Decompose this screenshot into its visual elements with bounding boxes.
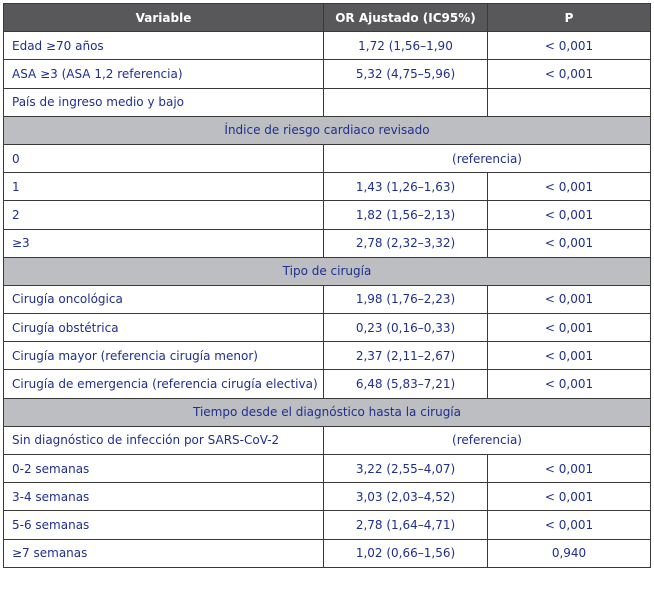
section-label: Tiempo desde el diagnóstico hasta la cir… [3,397,651,427]
variable-cell: Cirugía obstétrica [3,313,324,343]
table-row: Cirugía obstétrica 0,23 (0,16–0,33) < 0,00… [3,313,651,343]
variable-cell: ≥3 [3,228,324,258]
header-variable: Variable [3,2,324,33]
p-cell: < 0,001 [487,313,651,343]
p-cell: < 0,001 [487,510,651,540]
or-cell: 2,78 (2,32–3,32) [323,228,488,258]
table-row: ≥3 2,78 (2,32–3,32) < 0,001 [3,228,651,258]
variable-cell: Cirugía mayor (referencia cirugía menor) [3,341,324,371]
p-cell: < 0,001 [487,31,651,61]
header-p: P [487,2,651,33]
table-row: Sin diagnóstico de infección por SARS-Co… [3,425,651,456]
table-row: 0 (referencia) [3,143,651,174]
p-cell: < 0,001 [487,172,651,202]
variable-cell: Cirugía oncológica [3,284,324,315]
p-cell: < 0,001 [487,59,651,89]
or-cell: 3,22 (2,55–4,07) [323,453,488,484]
or-cell: 5,32 (4,75–5,96) [323,59,488,89]
or-cell: 1,98 (1,76–2,23) [323,284,488,315]
section-label: Tipo de cirugía [3,256,651,286]
variable-cell: 5-6 semanas [3,510,324,540]
section-label: Índice de riesgo cardiaco revisado [3,115,651,145]
p-cell: < 0,001 [487,200,651,230]
p-cell: < 0,001 [487,453,651,484]
or-cell: 3,03 (2,03–4,52) [323,482,488,512]
table-row: País de ingreso medio y bajo [3,87,651,117]
table-row: Cirugía mayor (referencia cirugía menor)… [3,341,651,371]
variable-cell: Cirugía de emergencia (referencia cirugí… [3,369,324,399]
p-cell: < 0,001 [487,284,651,315]
table-row: 5-6 semanas 2,78 (1,64–4,71) < 0,001 [3,510,651,540]
header-row: Variable OR Ajustado (IC95%) P [3,2,651,33]
p-cell: < 0,001 [487,341,651,371]
table-row: Cirugía de emergencia (referencia cirugí… [3,369,651,399]
or-cell: 1,43 (1,26–1,63) [323,172,488,202]
variable-cell: 2 [3,200,324,230]
variable-cell: 1 [3,172,324,202]
variable-cell: País de ingreso medio y bajo [3,87,324,117]
section-row: Índice de riesgo cardiaco revisado [3,115,651,145]
reference-cell: (referencia) [323,143,651,174]
table-row: Edad ≥70 años 1,72 (1,56–1,90 < 0,001 [3,31,651,61]
section-row: Tipo de cirugía [3,256,651,286]
header-or: OR Ajustado (IC95%) [323,2,488,33]
or-cell [323,87,488,117]
p-cell: 0,940 [487,538,651,568]
or-cell: 6,48 (5,83–7,21) [323,369,488,399]
variable-cell: ≥7 semanas [3,538,324,568]
variable-cell: Sin diagnóstico de infección por SARS-Co… [3,425,324,456]
reference-cell: (referencia) [323,425,651,456]
or-cell: 0,23 (0,16–0,33) [323,313,488,343]
variable-cell: ASA ≥3 (ASA 1,2 referencia) [3,59,324,89]
or-cell: 2,78 (1,64–4,71) [323,510,488,540]
section-row: Tiempo desde el diagnóstico hasta la cir… [3,397,651,427]
variable-cell: 3-4 semanas [3,482,324,512]
table-row: 2 1,82 (1,56–2,13) < 0,001 [3,200,651,230]
variable-cell: 0 [3,143,324,174]
or-cell: 1,82 (1,56–2,13) [323,200,488,230]
table-row: 3-4 semanas 3,03 (2,03–4,52) < 0,001 [3,482,651,512]
results-table: Variable OR Ajustado (IC95%) P Edad ≥70 … [3,2,651,568]
p-cell: < 0,001 [487,369,651,399]
or-cell: 1,72 (1,56–1,90 [323,31,488,61]
table-row: 0-2 semanas 3,22 (2,55–4,07) < 0,001 [3,453,651,484]
table-row: ≥7 semanas 1,02 (0,66–1,56) 0,940 [3,538,651,568]
variable-cell: Edad ≥70 años [3,31,324,61]
p-cell [487,87,651,117]
p-cell: < 0,001 [487,482,651,512]
table-row: Cirugía oncológica 1,98 (1,76–2,23) < 0,00… [3,284,651,315]
or-cell: 2,37 (2,11–2,67) [323,341,488,371]
table-row: 1 1,43 (1,26–1,63) < 0,001 [3,172,651,202]
p-cell: < 0,001 [487,228,651,258]
or-cell: 1,02 (0,66–1,56) [323,538,488,568]
variable-cell: 0-2 semanas [3,453,324,484]
table-row: ASA ≥3 (ASA 1,2 referencia) 5,32 (4,75–5,… [3,59,651,89]
